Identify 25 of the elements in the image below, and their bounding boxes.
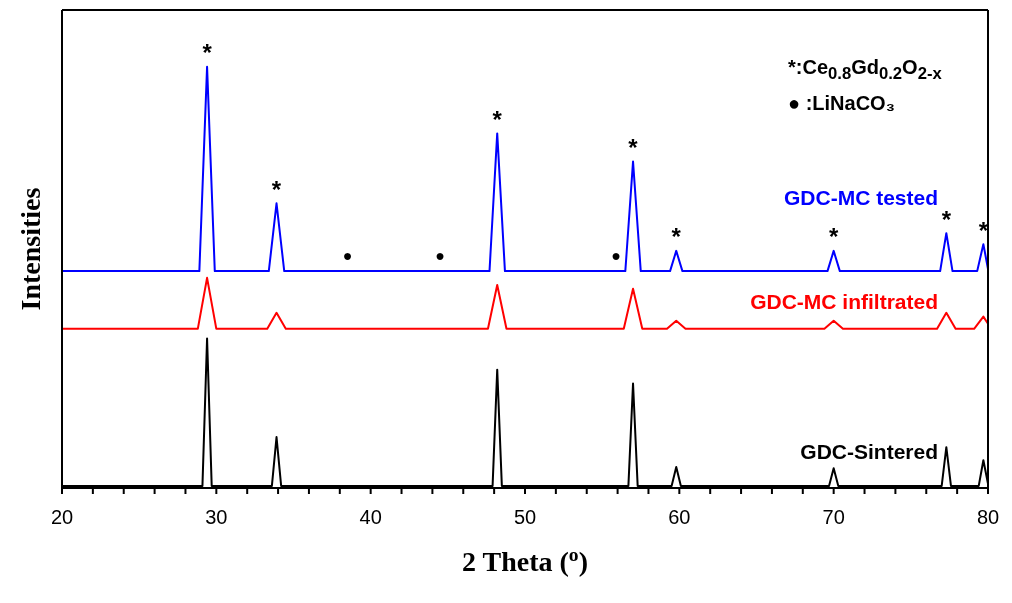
annotation: * bbox=[671, 223, 682, 251]
x-tick-label: 70 bbox=[822, 506, 845, 529]
annotation: ● bbox=[435, 247, 445, 265]
y-axis-title: Intensities bbox=[14, 187, 46, 311]
annotation: * bbox=[271, 175, 282, 203]
annotation: *:Ce$_{0.8}$Gd$_{0.2}$O$_{2-x}$ bbox=[788, 56, 942, 84]
annotation: * bbox=[492, 105, 503, 133]
annotation: * bbox=[628, 134, 639, 162]
series-label: GDC-Sintered bbox=[800, 440, 938, 464]
annotation: ● bbox=[342, 247, 353, 265]
x-tick-label: 60 bbox=[668, 506, 691, 529]
x-tick-label: 50 bbox=[513, 506, 537, 529]
annotation: * bbox=[202, 39, 213, 67]
series-label: GDC-MC tested bbox=[783, 186, 938, 210]
annotation: * bbox=[828, 223, 839, 251]
series-label: GDC-MC infiltrated bbox=[750, 290, 938, 314]
annotation: * bbox=[941, 205, 952, 233]
x-tick-label: 30 bbox=[205, 506, 228, 529]
x-tick-label: 40 bbox=[359, 506, 382, 529]
annotation: ● :LiNaCO₃ bbox=[788, 92, 895, 115]
annotation: ● bbox=[611, 247, 621, 265]
annotation: * bbox=[978, 216, 989, 244]
x-tick-label: 20 bbox=[50, 506, 74, 529]
x-axis-title: 2 Theta ($^{o}$) bbox=[462, 543, 588, 577]
x-tick-label: 80 bbox=[976, 506, 1000, 529]
